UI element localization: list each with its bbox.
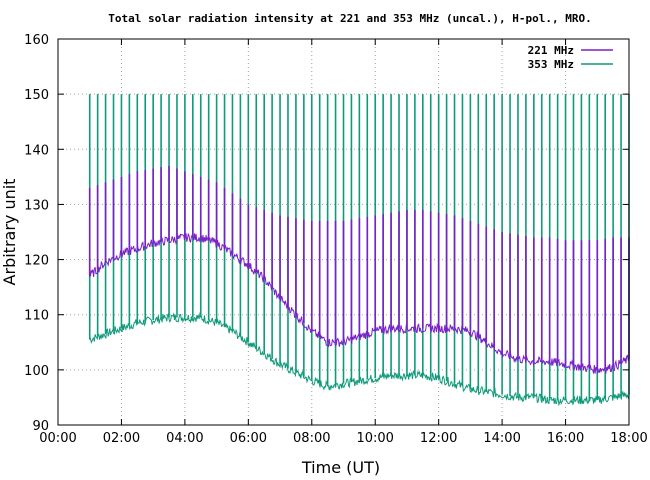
series-line bbox=[89, 233, 630, 375]
x-tick-label: 06:00 bbox=[230, 431, 267, 446]
y-tick-label: 110 bbox=[24, 309, 49, 324]
x-axis-label: Time (UT) bbox=[301, 458, 380, 477]
x-axis-ticks: 00:00 02:00 04:00 06:00 08:00 10:00 12:00 14:00… bbox=[39, 39, 648, 446]
y-tick-label: 160 bbox=[24, 33, 49, 48]
x-tick-label: 18:00 bbox=[610, 431, 647, 446]
y-axis-ticks: 90 100 110 120 130 140 150 160 bbox=[24, 33, 629, 434]
legend-label: 221 MHz bbox=[528, 44, 574, 57]
y-tick-label: 130 bbox=[24, 198, 49, 213]
y-tick-label: 150 bbox=[24, 88, 49, 103]
y-tick-label: 120 bbox=[24, 254, 49, 269]
y-tick-label: 140 bbox=[24, 143, 49, 158]
legend-label: 353 MHz bbox=[528, 58, 574, 71]
y-tick-label: 90 bbox=[32, 419, 49, 434]
x-tick-label: 02:00 bbox=[103, 431, 140, 446]
chart-title: Total solar radiation intensity at 221 a… bbox=[108, 12, 591, 25]
x-tick-label: 10:00 bbox=[356, 431, 393, 446]
y-tick-label: 100 bbox=[24, 364, 49, 379]
x-tick-label: 14:00 bbox=[483, 431, 520, 446]
calibration-spikes bbox=[88, 94, 630, 401]
y-axis-label: Arbitrary unit bbox=[0, 179, 19, 286]
series-line bbox=[89, 311, 630, 407]
x-tick-label: 16:00 bbox=[547, 431, 584, 446]
x-tick-label: 08:00 bbox=[293, 431, 330, 446]
plot-frame bbox=[57, 38, 630, 426]
x-tick-label: 04:00 bbox=[166, 431, 203, 446]
x-tick-label: 00:00 bbox=[39, 431, 76, 446]
x-tick-label: 12:00 bbox=[420, 431, 457, 446]
series-lines bbox=[89, 233, 630, 407]
